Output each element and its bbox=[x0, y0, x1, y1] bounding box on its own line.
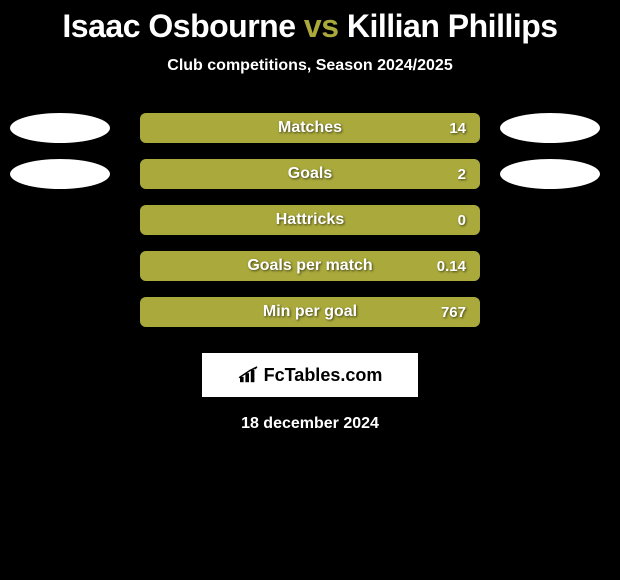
stat-bar: Goals2 bbox=[140, 159, 480, 189]
stat-row: Matches14 bbox=[0, 113, 620, 143]
vs-text: vs bbox=[304, 8, 339, 44]
bar-value: 14 bbox=[449, 120, 466, 137]
bar-label: Min per goal bbox=[140, 303, 480, 321]
left-ellipse bbox=[10, 113, 110, 143]
stat-bar: Min per goal767 bbox=[140, 297, 480, 327]
bar-value: 0.14 bbox=[437, 258, 466, 275]
player2-name: Killian Phillips bbox=[347, 8, 558, 44]
stat-bar: Goals per match0.14 bbox=[140, 251, 480, 281]
stat-row: Goals2 bbox=[0, 159, 620, 189]
date-text: 18 december 2024 bbox=[0, 415, 620, 433]
bar-label: Goals bbox=[140, 165, 480, 183]
player1-name: Isaac Osbourne bbox=[62, 8, 295, 44]
bar-label: Goals per match bbox=[140, 257, 480, 275]
logo-text: FcTables.com bbox=[264, 365, 383, 386]
bar-label: Hattricks bbox=[140, 211, 480, 229]
stat-row: Hattricks0 bbox=[0, 205, 620, 235]
left-ellipse bbox=[10, 159, 110, 189]
right-ellipse bbox=[500, 113, 600, 143]
comparison-container: Isaac Osbourne vs Killian Phillips Club … bbox=[0, 0, 620, 433]
logo-box[interactable]: FcTables.com bbox=[202, 353, 418, 397]
subtitle: Club competitions, Season 2024/2025 bbox=[0, 57, 620, 75]
stat-rows: Matches14 Goals2 Hattricks0 Goals per match… bbox=[0, 113, 620, 327]
bar-value: 767 bbox=[441, 304, 466, 321]
chart-icon bbox=[238, 366, 260, 384]
bar-label: Matches bbox=[140, 119, 480, 137]
stat-row: Min per goal767 bbox=[0, 297, 620, 327]
stat-row: Goals per match0.14 bbox=[0, 251, 620, 281]
stat-bar: Hattricks0 bbox=[140, 205, 480, 235]
right-ellipse bbox=[500, 159, 600, 189]
bar-value: 0 bbox=[458, 212, 466, 229]
bar-value: 2 bbox=[458, 166, 466, 183]
page-title: Isaac Osbourne vs Killian Phillips bbox=[0, 8, 620, 45]
stat-bar: Matches14 bbox=[140, 113, 480, 143]
